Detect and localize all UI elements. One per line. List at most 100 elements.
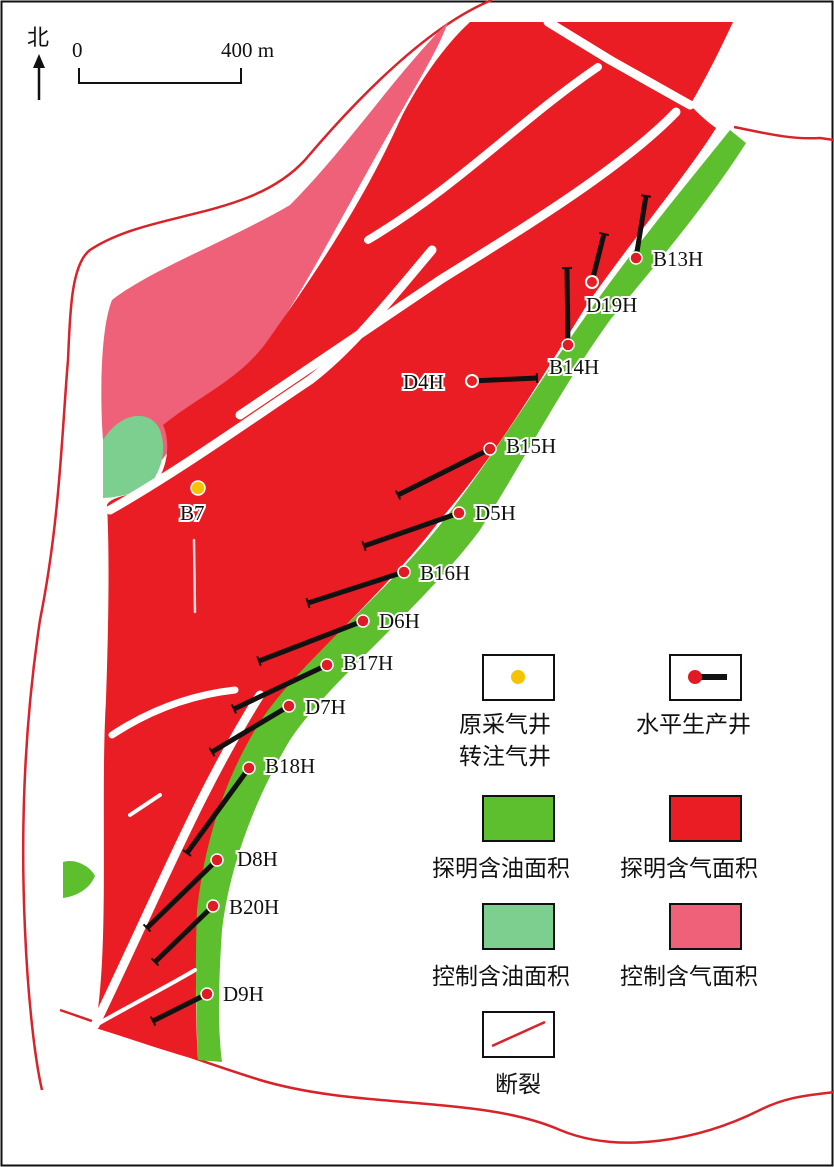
well-label: D4H xyxy=(403,370,444,394)
well-label: B17H xyxy=(343,651,393,675)
well-head-marker[interactable] xyxy=(210,853,224,867)
well-trajectory-line xyxy=(589,233,607,283)
well-trajectory-line xyxy=(633,195,649,259)
faults xyxy=(90,17,695,1030)
well-label: D5H xyxy=(475,501,516,525)
well-trajectory-line xyxy=(363,510,460,549)
horizontal-well-d8h[interactable]: D8H xyxy=(142,845,280,933)
well-toe-tick xyxy=(142,923,152,933)
well-toe-tick xyxy=(598,231,610,237)
legend-controlled-oil-label: 控制含油面积 xyxy=(432,964,570,990)
well-trajectory-line xyxy=(145,858,219,930)
gas-well-label: B7 xyxy=(180,501,205,525)
legend: 原采气井 转注气井 水平生产井 探明含油面积 探明含气面积 控制含油面积 控制含… xyxy=(432,654,758,1098)
well-toe-tick xyxy=(149,1016,157,1026)
legend-proven-gas-label: 探明含气面积 xyxy=(620,856,758,882)
well-head-marker[interactable] xyxy=(206,899,220,913)
well-toe-tick xyxy=(230,704,238,714)
legend-controlled-gas-swatch xyxy=(669,903,742,950)
well-toe-tick xyxy=(305,597,311,609)
scale-start-label: 0 xyxy=(72,38,83,62)
well-head-marker[interactable] xyxy=(200,987,214,1001)
well-label: D19H xyxy=(586,293,637,317)
horizontal-well-b15h[interactable]: B15H xyxy=(394,432,558,500)
well-toe-tick xyxy=(208,747,216,757)
well-label: B14H xyxy=(549,355,599,379)
legend-fault-label: 断裂 xyxy=(495,1072,541,1098)
outer-boundary-west xyxy=(21,0,493,1091)
horizontal-well-b16h[interactable]: B16H xyxy=(305,559,472,609)
well-head-marker[interactable] xyxy=(483,442,497,456)
controlled-gas-area xyxy=(101,22,448,460)
well-label: D7H xyxy=(305,695,346,719)
well-trajectory-line xyxy=(258,618,364,664)
well-head-marker[interactable] xyxy=(242,761,256,775)
well-head-marker[interactable] xyxy=(585,275,599,289)
legend-controlled-gas-label: 控制含气面积 xyxy=(620,964,758,990)
horizontal-well-d4h[interactable]: D4H xyxy=(401,368,539,396)
well-head-marker[interactable] xyxy=(282,699,296,713)
well-trajectory-line xyxy=(564,267,571,346)
legend-fault-icon xyxy=(491,1020,546,1048)
well-label: D9H xyxy=(223,982,264,1006)
proven-oil-patch-west xyxy=(63,860,95,898)
horizontal-well-d5h[interactable]: D5H xyxy=(361,499,518,552)
north-arrow-icon xyxy=(33,54,45,68)
well-trajectory-line xyxy=(232,662,329,712)
well-label: B16H xyxy=(420,561,470,585)
well-trajectory-line xyxy=(153,904,215,964)
well-head-marker[interactable] xyxy=(397,565,411,579)
well-trajectory-line xyxy=(396,446,492,498)
horizontal-well-d6h[interactable]: D6H xyxy=(256,607,422,667)
horizontal-well-b17h[interactable]: B17H xyxy=(230,649,395,714)
well-toe-tick xyxy=(150,957,160,967)
scale-bar xyxy=(78,68,242,84)
well-toe-tick xyxy=(256,655,262,667)
legend-gas-well-icon xyxy=(511,670,525,684)
horizontal-well-b14h[interactable]: B14H xyxy=(547,266,601,381)
well-head-marker[interactable] xyxy=(320,658,334,672)
well-trajectory-line xyxy=(307,569,405,606)
legend-proven-gas-swatch xyxy=(669,795,742,842)
legend-gas-well-label-1: 原采气井 xyxy=(459,712,551,738)
well-label: B20H xyxy=(229,895,279,919)
legend-proven-oil-swatch xyxy=(482,795,555,842)
well-toe-tick xyxy=(182,849,192,857)
well-trajectory-line xyxy=(210,703,291,755)
scale-end-label: 400 m xyxy=(221,38,274,62)
well-trajectory-line xyxy=(471,375,538,384)
well-head-marker[interactable] xyxy=(452,506,466,520)
legend-controlled-oil-swatch xyxy=(482,903,555,950)
well-label: D6H xyxy=(379,609,420,633)
horizontal-well-d9h[interactable]: D9H xyxy=(149,980,266,1026)
outer-boundary-east xyxy=(733,125,834,142)
horizontal-well-b20h[interactable]: B20H xyxy=(150,893,281,967)
gas-well-marker[interactable] xyxy=(190,480,206,496)
well-label: B18H xyxy=(265,754,315,778)
controlled-oil-area xyxy=(103,415,164,498)
well-label: B15H xyxy=(506,434,556,458)
horizontal-well-b18h[interactable]: B18H xyxy=(182,752,317,857)
legend-horizontal-well-label: 水平生产井 xyxy=(636,712,751,738)
well-trajectory-line xyxy=(184,766,252,855)
well-trajectory-line xyxy=(151,991,209,1024)
horizontal-well-d19h[interactable]: D19H xyxy=(584,231,639,319)
horizontal-well-b13h[interactable]: B13H xyxy=(629,194,705,273)
well-toe-tick xyxy=(361,540,367,552)
well-head-marker[interactable] xyxy=(465,374,479,388)
well-head-marker[interactable] xyxy=(356,614,370,628)
well-toe-tick xyxy=(394,490,402,500)
legend-horizontal-well-icon xyxy=(688,670,702,684)
well-head-marker[interactable] xyxy=(629,251,643,265)
proven-gas-area xyxy=(95,22,733,1060)
well-head-marker[interactable] xyxy=(561,338,575,352)
well-label: B13H xyxy=(653,247,703,271)
legend-gas-well-label-2: 转注气井 xyxy=(459,744,551,770)
north-label: 北 xyxy=(27,26,49,51)
well-label: D8H xyxy=(237,847,278,871)
well-toe-tick xyxy=(640,194,652,198)
horizontal-well-d7h[interactable]: D7H xyxy=(208,693,348,757)
legend-proven-oil-label: 探明含油面积 xyxy=(432,856,570,882)
